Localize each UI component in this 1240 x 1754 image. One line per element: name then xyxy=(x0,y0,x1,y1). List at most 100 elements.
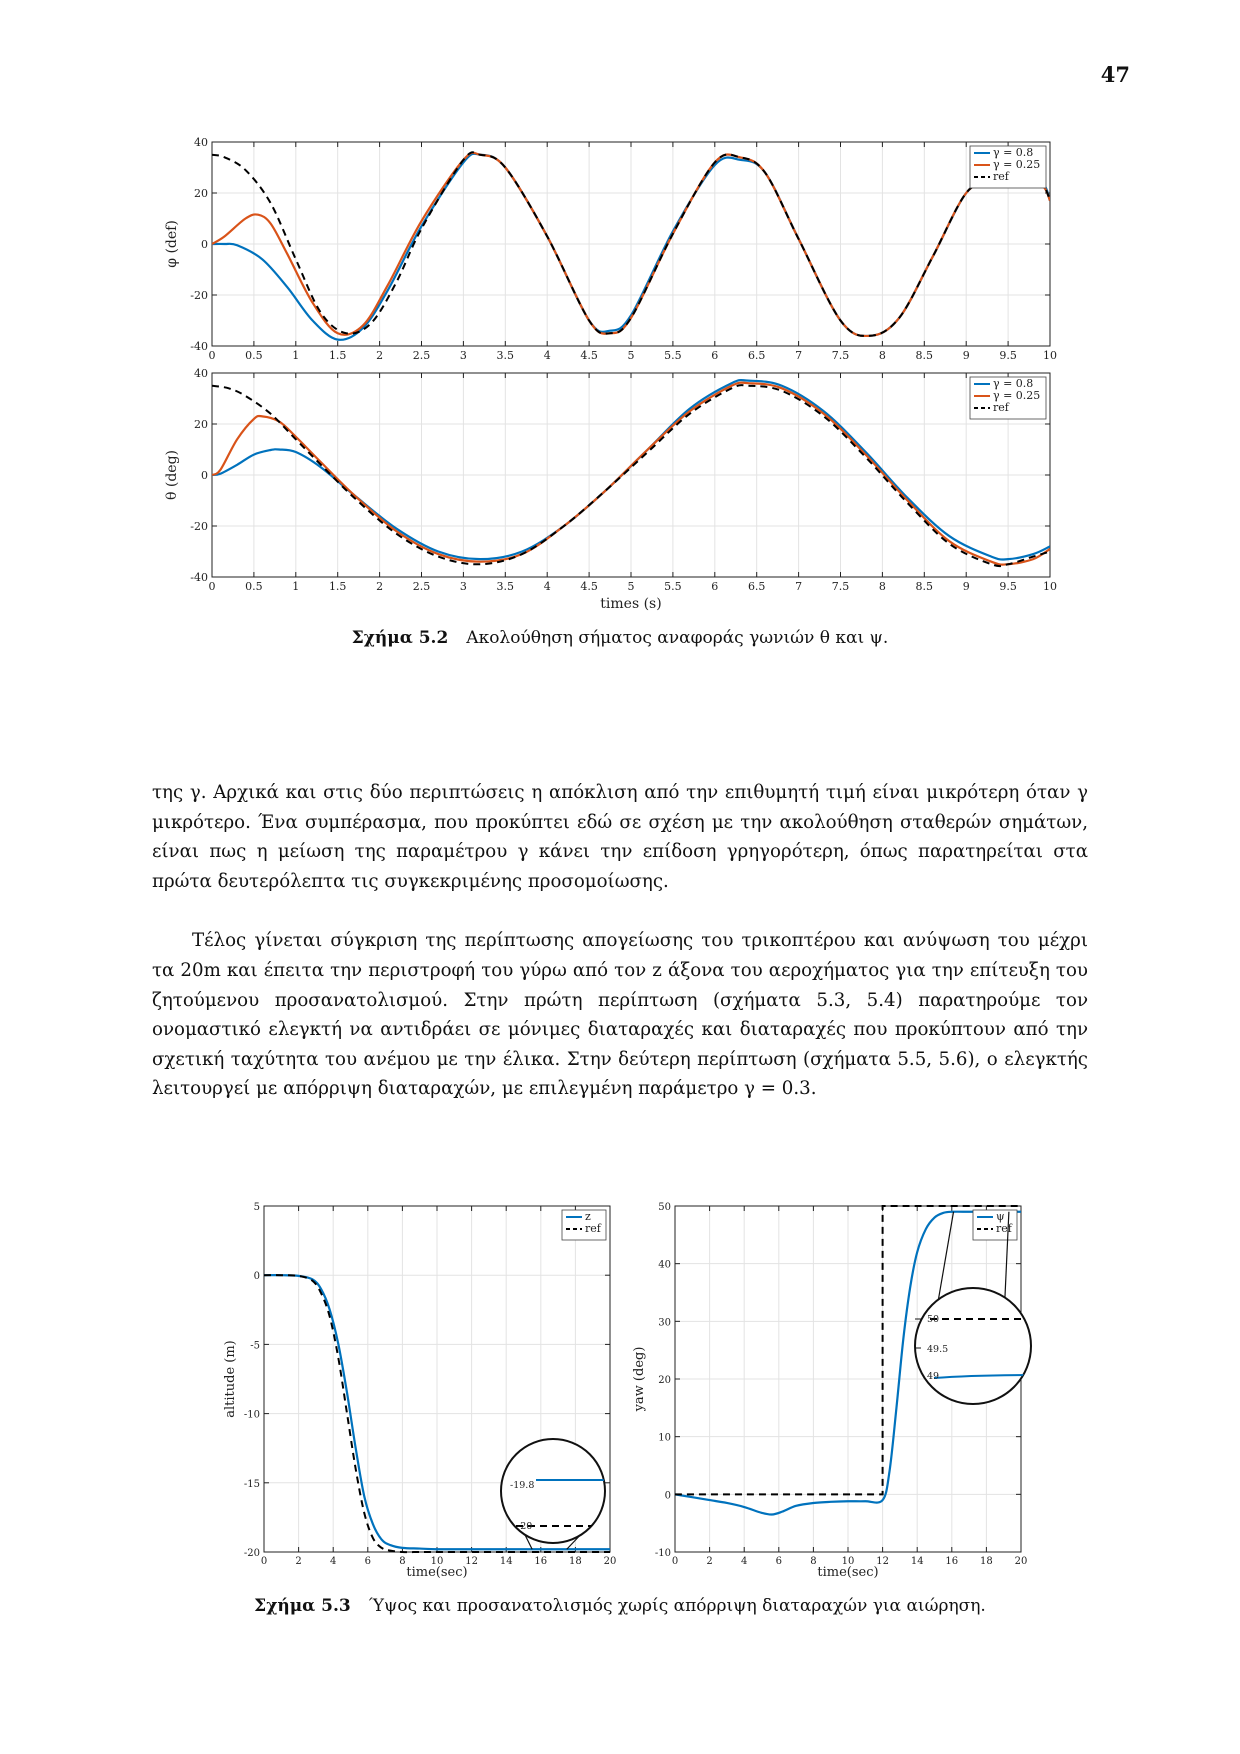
legend-box xyxy=(972,1209,1018,1241)
x-tick-label: 3.5 xyxy=(497,580,515,593)
series-group xyxy=(212,151,1050,341)
x-tick-label: 6 xyxy=(365,1556,371,1567)
y-tick-label: -20 xyxy=(190,289,208,302)
x-tick-label: 4.5 xyxy=(580,580,598,593)
legend-entry: ref xyxy=(585,1222,602,1235)
paragraph-2: Τέλος γίνεται σύγκριση της περίπτωσης απ… xyxy=(152,930,1088,1100)
x-tick-label: 16 xyxy=(945,1556,958,1567)
x-tick-label: 3 xyxy=(460,580,467,593)
figure-5-2: 0 0.5 1 1.5 2 2.5 3 3.5 4 4.5 5 5.5 6 6.5 7 7.5 8 8.5 9 9.5… xyxy=(164,136,1057,612)
y-tick-label: -40 xyxy=(190,571,208,584)
zoom-tick-label: -20 xyxy=(517,1521,532,1532)
figure-5-3-label: Σχήμα 5.3 xyxy=(254,1596,351,1616)
x-tick-label: 10 xyxy=(842,1556,855,1567)
zoom-connector xyxy=(1004,1211,1010,1299)
zoom-tick-label: 50 xyxy=(927,1314,939,1325)
x-tick-label: 3.5 xyxy=(497,349,515,362)
figure-5-3-caption: Σχήμα 5.3 Ύψος και προσανατολισμός χωρίς … xyxy=(150,1596,1090,1616)
y-tick-label: -10 xyxy=(655,1548,671,1559)
x-tick-label: 4 xyxy=(544,349,551,362)
legend-entry: γ = 0.25 xyxy=(993,389,1040,402)
zoom-inset: -19.8 -20 xyxy=(500,1438,606,1550)
figure-5-3-caption-text: Ύψος και προσανατολισμός χωρίς απόρριψη … xyxy=(368,1596,986,1616)
y-tick-label: 0 xyxy=(665,1490,671,1501)
x-tick-label: 7 xyxy=(795,580,802,593)
x-tick-label: 16 xyxy=(534,1556,547,1567)
y-tick-label: 0 xyxy=(201,469,208,482)
x-tick-label: 0.5 xyxy=(245,349,263,362)
x-tick-label: 7 xyxy=(795,349,802,362)
x-tick-label: 18 xyxy=(980,1556,993,1567)
y-tick-label: 20 xyxy=(194,418,208,431)
x-tick-label: 9.5 xyxy=(999,349,1017,362)
x-tick-label: 6 xyxy=(711,349,718,362)
x-tick-label: 0 xyxy=(209,580,216,593)
x-tick-label: 12 xyxy=(465,1556,478,1567)
x-tick-label: 4 xyxy=(741,1556,747,1567)
series-line-ref xyxy=(212,384,1050,568)
x-tick-label: 2 xyxy=(376,349,383,362)
y-tick-label: 0 xyxy=(201,238,208,251)
x-tick-label: 6 xyxy=(711,580,718,593)
x-tick-label: 8 xyxy=(810,1556,816,1567)
y-tick-label: 20 xyxy=(194,187,208,200)
x-tick-label: 7.5 xyxy=(832,349,850,362)
altitude-chart: 0 2 4 6 8 10 12 14 16 18 20 5 0 -5 -10 -15 -20 altitude (… xyxy=(223,1202,616,1580)
x-tick-label: 1 xyxy=(292,349,299,362)
x-tick-label: 9.5 xyxy=(999,580,1017,593)
y-tick-label: -20 xyxy=(190,520,208,533)
zoom-tick-label: 49 xyxy=(927,1371,939,1382)
x-tick-label: 2 xyxy=(295,1556,301,1567)
x-tick-label: 9 xyxy=(963,349,970,362)
y-axis-label: θ (deg) xyxy=(164,450,180,500)
x-tick-label: 8 xyxy=(879,580,886,593)
series-line-response xyxy=(212,381,1050,566)
y-tick-label: 20 xyxy=(658,1375,671,1386)
x-tick-label: 10 xyxy=(1043,580,1057,593)
x-tick-label: 1.5 xyxy=(329,580,347,593)
x-tick-label: 4 xyxy=(330,1556,336,1567)
legend-box xyxy=(561,1209,607,1241)
x-tick-label: 2 xyxy=(376,580,383,593)
x-tick-label: 10 xyxy=(1043,349,1057,362)
x-tick-label: 1.5 xyxy=(329,349,347,362)
x-tick-label: 8 xyxy=(399,1556,405,1567)
x-tick-label: 14 xyxy=(500,1556,513,1567)
legend-entry: ref xyxy=(996,1222,1013,1235)
y-axis-label: yaw (deg) xyxy=(632,1347,647,1413)
y-tick-label: 10 xyxy=(658,1433,671,1444)
y-tick-label: 0 xyxy=(254,1271,260,1282)
zoom-inset: 50 49.5 49 xyxy=(914,1211,1032,1405)
zoom-line xyxy=(933,1374,1031,1379)
series-line-ref xyxy=(264,1274,610,1554)
series-line-response xyxy=(264,1274,610,1551)
phi-chart: 0 0.5 1 1.5 2 2.5 3 3.5 4 4.5 5 5.5 6 6.5 7 7.5 8 8.5 9 9.5… xyxy=(164,136,1057,362)
paragraph-1: της γ. Αρχικά και στις δύο περιπτώσεις η… xyxy=(152,782,1088,892)
series-group xyxy=(212,378,1050,568)
x-tick-label: 0.5 xyxy=(245,580,263,593)
x-tick-label: 2.5 xyxy=(413,580,431,593)
series-line-ref xyxy=(675,1205,1021,1496)
x-axis-label: time(sec) xyxy=(406,1565,467,1580)
legend-entry: γ = 0.8 xyxy=(993,146,1033,159)
x-tick-label: 6.5 xyxy=(748,580,766,593)
y-axis-label: altitude (m) xyxy=(223,1340,238,1418)
y-tick-label: 40 xyxy=(658,1260,671,1271)
y-axis-label: φ (def) xyxy=(164,220,180,268)
legend-entry: ref xyxy=(993,401,1010,414)
body-text: της γ. Αρχικά και στις δύο περιπτώσεις η… xyxy=(152,778,1088,1104)
x-tick-label: 2 xyxy=(706,1556,712,1567)
x-tick-label: 5 xyxy=(628,349,635,362)
x-tick-label: 7.5 xyxy=(832,580,850,593)
x-tick-label: 0 xyxy=(672,1556,678,1567)
x-tick-label: 14 xyxy=(911,1556,924,1567)
x-tick-label: 6.5 xyxy=(748,349,766,362)
x-tick-label: 1 xyxy=(292,580,299,593)
y-tick-label: 40 xyxy=(194,367,208,380)
series-group xyxy=(675,1205,1021,1516)
series-line-response xyxy=(675,1210,1021,1516)
